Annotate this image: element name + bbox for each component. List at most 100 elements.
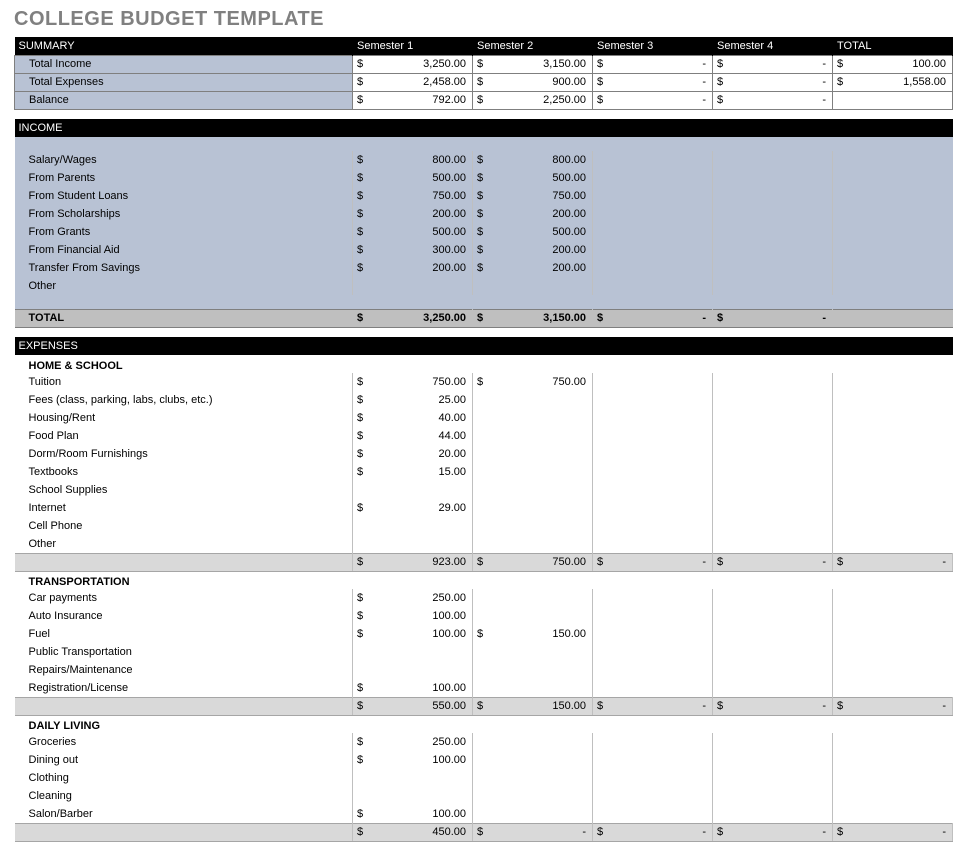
amount-cell[interactable]	[593, 187, 713, 205]
amount-cell[interactable]	[593, 409, 713, 427]
amount-cell[interactable]: $200.00	[473, 259, 593, 277]
amount-cell[interactable]	[593, 733, 713, 751]
amount-cell[interactable]: $2,250.00	[473, 91, 593, 109]
amount-cell[interactable]: $-	[833, 553, 953, 571]
amount-cell[interactable]: $300.00	[353, 241, 473, 259]
amount-cell[interactable]	[473, 769, 593, 787]
amount-cell[interactable]	[713, 481, 833, 499]
amount-cell[interactable]: $923.00	[353, 553, 473, 571]
amount-cell[interactable]: $-	[593, 73, 713, 91]
amount-cell[interactable]: $100.00	[353, 625, 473, 643]
amount-cell[interactable]	[593, 259, 713, 277]
amount-cell[interactable]	[473, 805, 593, 823]
amount-cell[interactable]	[593, 481, 713, 499]
amount-cell[interactable]	[713, 187, 833, 205]
amount-cell[interactable]	[713, 151, 833, 169]
amount-cell[interactable]	[593, 607, 713, 625]
amount-cell[interactable]: $25.00	[353, 391, 473, 409]
amount-cell[interactable]: $100.00	[353, 805, 473, 823]
amount-cell[interactable]: $-	[713, 91, 833, 109]
amount-cell[interactable]: $900.00	[473, 73, 593, 91]
amount-cell[interactable]	[473, 643, 593, 661]
amount-cell[interactable]	[713, 427, 833, 445]
amount-cell[interactable]: $-	[593, 697, 713, 715]
amount-cell[interactable]	[473, 427, 593, 445]
amount-cell[interactable]	[713, 445, 833, 463]
amount-cell[interactable]	[713, 241, 833, 259]
amount-cell[interactable]: $750.00	[473, 553, 593, 571]
amount-cell[interactable]: $100.00	[353, 679, 473, 697]
amount-cell[interactable]	[713, 679, 833, 697]
amount-cell[interactable]	[353, 517, 473, 535]
amount-cell[interactable]: $2,458.00	[353, 73, 473, 91]
amount-cell[interactable]	[473, 535, 593, 553]
amount-cell[interactable]	[473, 787, 593, 805]
amount-cell[interactable]	[593, 517, 713, 535]
amount-cell[interactable]: $-	[593, 55, 713, 73]
amount-cell[interactable]	[593, 625, 713, 643]
amount-cell[interactable]: $-	[713, 697, 833, 715]
amount-cell[interactable]: $15.00	[353, 463, 473, 481]
amount-cell[interactable]	[713, 373, 833, 391]
amount-cell[interactable]	[473, 391, 593, 409]
amount-cell[interactable]: $500.00	[353, 223, 473, 241]
amount-cell[interactable]	[473, 517, 593, 535]
amount-cell[interactable]	[593, 391, 713, 409]
amount-cell[interactable]: $-	[833, 697, 953, 715]
amount-cell[interactable]: $450.00	[353, 823, 473, 841]
amount-cell[interactable]: $750.00	[473, 187, 593, 205]
amount-cell[interactable]: $-	[713, 309, 833, 327]
amount-cell[interactable]: $-	[593, 91, 713, 109]
amount-cell[interactable]	[593, 535, 713, 553]
amount-cell[interactable]	[593, 661, 713, 679]
amount-cell[interactable]: $-	[713, 553, 833, 571]
amount-cell[interactable]	[593, 223, 713, 241]
amount-cell[interactable]	[353, 787, 473, 805]
amount-cell[interactable]	[593, 427, 713, 445]
amount-cell[interactable]: $-	[713, 55, 833, 73]
amount-cell[interactable]	[713, 499, 833, 517]
amount-cell[interactable]: $-	[473, 823, 593, 841]
amount-cell[interactable]	[713, 223, 833, 241]
amount-cell[interactable]	[593, 373, 713, 391]
amount-cell[interactable]: $20.00	[353, 445, 473, 463]
amount-cell[interactable]	[593, 643, 713, 661]
amount-cell[interactable]	[713, 391, 833, 409]
amount-cell[interactable]: $250.00	[353, 589, 473, 607]
amount-cell[interactable]: $500.00	[473, 169, 593, 187]
amount-cell[interactable]	[353, 535, 473, 553]
amount-cell[interactable]: $750.00	[473, 373, 593, 391]
amount-cell[interactable]	[713, 535, 833, 553]
amount-cell[interactable]: $250.00	[353, 733, 473, 751]
amount-cell[interactable]: $500.00	[473, 223, 593, 241]
amount-cell[interactable]	[473, 499, 593, 517]
amount-cell[interactable]	[713, 805, 833, 823]
amount-cell[interactable]	[353, 661, 473, 679]
amount-cell[interactable]	[473, 679, 593, 697]
amount-cell[interactable]: $-	[593, 553, 713, 571]
amount-cell[interactable]: $100.00	[353, 751, 473, 769]
amount-cell[interactable]	[473, 445, 593, 463]
amount-cell[interactable]: $750.00	[353, 373, 473, 391]
amount-cell[interactable]	[713, 409, 833, 427]
amount-cell[interactable]: $40.00	[353, 409, 473, 427]
amount-cell[interactable]: $3,150.00	[473, 309, 593, 327]
amount-cell[interactable]	[473, 481, 593, 499]
amount-cell[interactable]	[713, 787, 833, 805]
amount-cell[interactable]	[713, 169, 833, 187]
amount-cell[interactable]: $3,250.00	[353, 55, 473, 73]
amount-cell[interactable]: $3,150.00	[473, 55, 593, 73]
amount-cell[interactable]: $800.00	[353, 151, 473, 169]
amount-cell[interactable]	[713, 517, 833, 535]
amount-cell[interactable]	[593, 169, 713, 187]
amount-cell[interactable]: $-	[713, 73, 833, 91]
amount-cell[interactable]	[713, 643, 833, 661]
amount-cell[interactable]	[713, 625, 833, 643]
amount-cell[interactable]	[593, 241, 713, 259]
amount-cell[interactable]	[353, 277, 473, 295]
amount-cell[interactable]: $44.00	[353, 427, 473, 445]
amount-cell[interactable]	[473, 589, 593, 607]
amount-cell[interactable]	[713, 463, 833, 481]
amount-cell[interactable]: $500.00	[353, 169, 473, 187]
amount-cell[interactable]: $792.00	[353, 91, 473, 109]
